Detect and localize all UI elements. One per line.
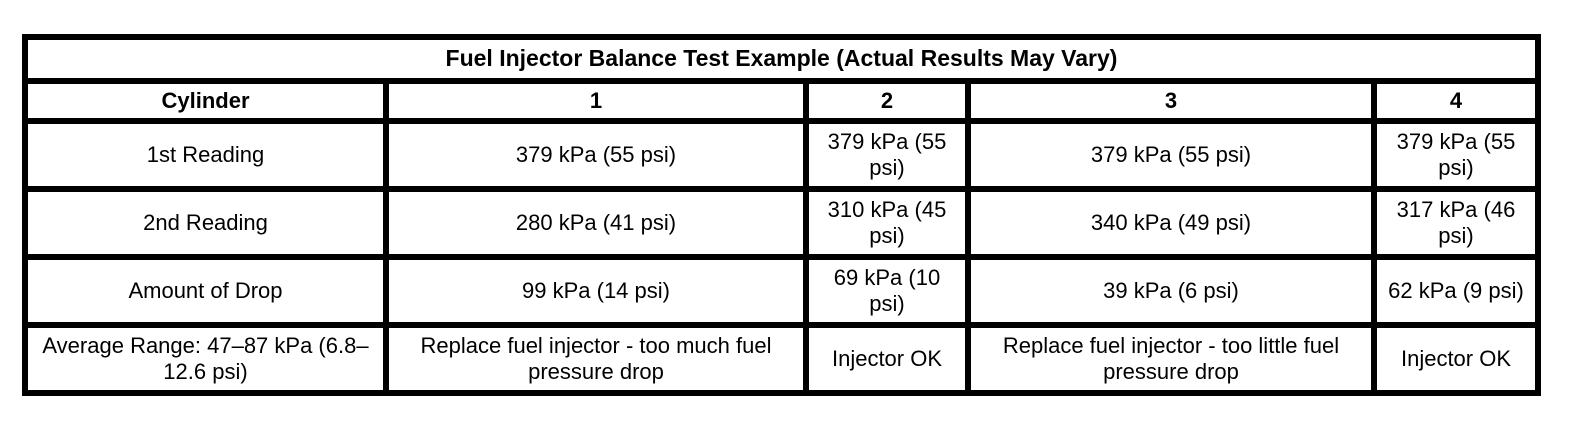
table-cell: 310 kPa (45 psi) — [803, 186, 971, 260]
table-row-average-range: Average Range: 47–87 kPa (6.8–12.6 psi) … — [22, 322, 1541, 396]
column-header-4: 4 — [1371, 78, 1541, 124]
column-header-1: 1 — [383, 78, 809, 124]
row-label: 2nd Reading — [22, 186, 389, 260]
table-cell: Injector OK — [1371, 322, 1541, 396]
table-header-row: Cylinder 1 2 3 4 — [22, 78, 1541, 124]
table-cell: Replace fuel injector - too little fuel … — [965, 322, 1377, 396]
column-header-3: 3 — [965, 78, 1377, 124]
table-cell: 379 kPa (55 psi) — [1371, 118, 1541, 192]
row-label: Amount of Drop — [22, 254, 389, 328]
table-cell: Replace fuel injector - too much fuel pr… — [383, 322, 809, 396]
table-row-amount-of-drop: Amount of Drop 99 kPa (14 psi) 69 kPa (1… — [22, 254, 1541, 328]
row-label: 1st Reading — [22, 118, 389, 192]
table-cell: 69 kPa (10 psi) — [803, 254, 971, 328]
fuel-injector-balance-table: Fuel Injector Balance Test Example (Actu… — [22, 34, 1541, 396]
table-cell: Injector OK — [803, 322, 971, 396]
table-title-row: Fuel Injector Balance Test Example (Actu… — [22, 34, 1541, 84]
table-row-second-reading: 2nd Reading 280 kPa (41 psi) 310 kPa (45… — [22, 186, 1541, 260]
table-cell: 99 kPa (14 psi) — [383, 254, 809, 328]
table-cell: 39 kPa (6 psi) — [965, 254, 1377, 328]
table-cell: 62 kPa (9 psi) — [1371, 254, 1541, 328]
table-cell: 280 kPa (41 psi) — [383, 186, 809, 260]
table-cell: 340 kPa (49 psi) — [965, 186, 1377, 260]
column-header-cylinder: Cylinder — [22, 78, 389, 124]
row-label: Average Range: 47–87 kPa (6.8–12.6 psi) — [22, 322, 389, 396]
table-cell: 317 kPa (46 psi) — [1371, 186, 1541, 260]
table-title: Fuel Injector Balance Test Example (Actu… — [22, 34, 1541, 84]
table-cell: 379 kPa (55 psi) — [383, 118, 809, 192]
table-row-first-reading: 1st Reading 379 kPa (55 psi) 379 kPa (55… — [22, 118, 1541, 192]
column-header-2: 2 — [803, 78, 971, 124]
table-cell: 379 kPa (55 psi) — [803, 118, 971, 192]
table-cell: 379 kPa (55 psi) — [965, 118, 1377, 192]
